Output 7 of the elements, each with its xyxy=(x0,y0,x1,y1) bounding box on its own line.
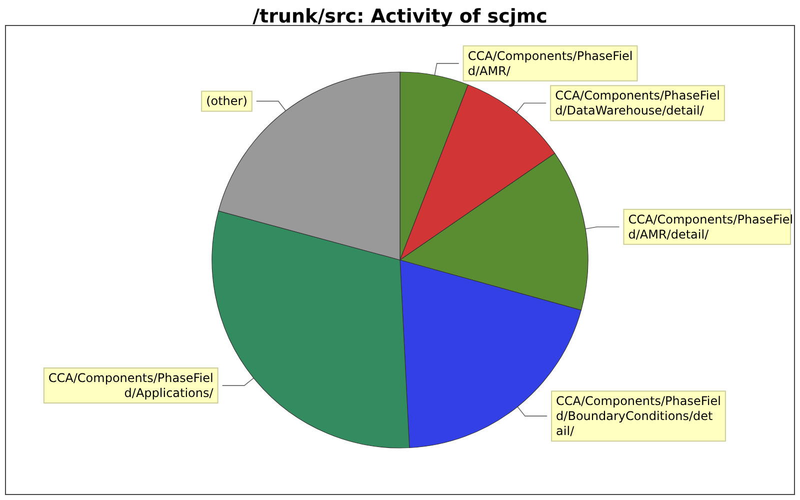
slice-label: (other) xyxy=(206,94,248,108)
slice-label: CCA/Components/PhaseField/AMR/detail/ xyxy=(628,212,794,242)
slice-label: CCA/Components/PhaseField/Applications/ xyxy=(48,371,214,400)
chart-title: /trunk/src: Activity of scjmc xyxy=(252,6,548,28)
slice-label: CCA/Components/PhaseField/AMR/ xyxy=(468,48,633,78)
slice-label: CCA/Components/PhaseField/BoundaryConditions/detail/ xyxy=(556,394,721,438)
slice-label: CCA/Components/PhaseField/DataWarehouse/detail/ xyxy=(555,88,720,118)
